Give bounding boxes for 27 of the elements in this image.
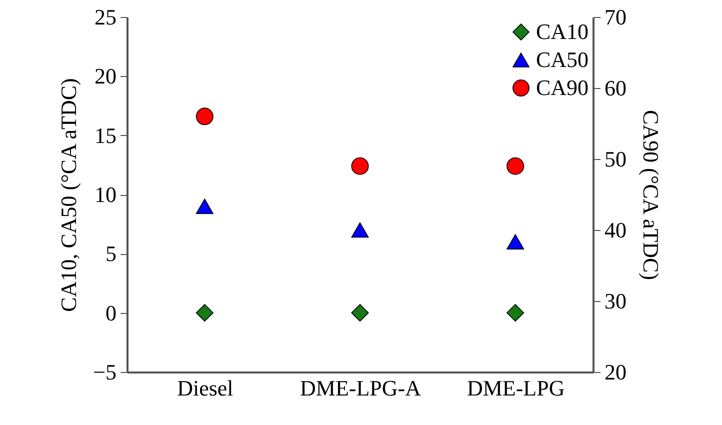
legend-label: CA10: [536, 19, 589, 44]
y-tick-label: 10: [94, 182, 116, 207]
y-tick-label: 20: [94, 64, 116, 89]
x-tick-label: Diesel: [177, 376, 234, 400]
point: [196, 198, 214, 214]
y-tick-label: 25: [94, 4, 116, 30]
y2-tick-label: 50: [604, 146, 626, 172]
y2-tick-label: 70: [604, 4, 626, 30]
y-tick-label: 15: [94, 122, 116, 148]
y2-tick-label: 40: [604, 218, 626, 242]
x-tick-label: DME-LPG: [466, 376, 565, 400]
y2-tick-label: 30: [604, 288, 626, 314]
y2-tick-label: 20: [604, 360, 626, 384]
legend-label: CA50: [536, 47, 589, 72]
point: [196, 304, 214, 322]
point: [506, 234, 524, 250]
y2-axis-title: CA90 (°CA aTDC): [638, 110, 664, 280]
y-tick-label: 5: [106, 241, 116, 266]
x-tick-label: DME-LPG-A: [300, 376, 422, 400]
y-tick-label: −5: [93, 360, 116, 384]
point: [506, 304, 524, 322]
y-axis-title: CA10, CA50 (°CA aTDC): [56, 78, 82, 312]
point: [351, 304, 369, 322]
point: [351, 222, 369, 238]
y2-tick-label: 60: [604, 76, 626, 100]
legend-label: CA90: [536, 75, 589, 100]
y-tick-label: 0: [106, 300, 116, 326]
